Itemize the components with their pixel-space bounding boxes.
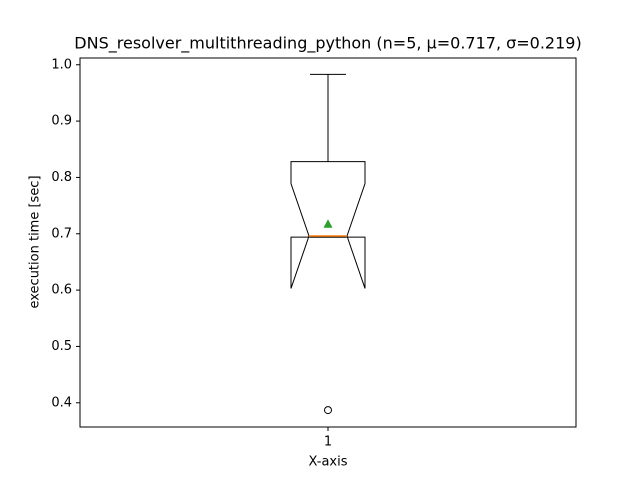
y-tick-label: 0.7 [51,226,72,241]
flier [324,406,332,415]
box [290,161,366,289]
mean-marker [323,219,333,228]
chart-title: DNS_resolver_multithreading_python (n=5,… [74,34,581,54]
y-tick-label: 0.9 [51,114,72,129]
y-tick-label: 0.8 [51,170,72,185]
y-tick-label: 0.6 [51,283,72,298]
y-tick-label: 0.5 [51,339,72,354]
x-axis-label: X-axis [309,455,348,470]
y-axis-label: execution time [sec] [28,175,43,308]
x-tick-label: 1 [324,435,332,450]
y-tick-label: 0.4 [51,395,72,410]
y-tick-label: 1.0 [51,57,72,72]
